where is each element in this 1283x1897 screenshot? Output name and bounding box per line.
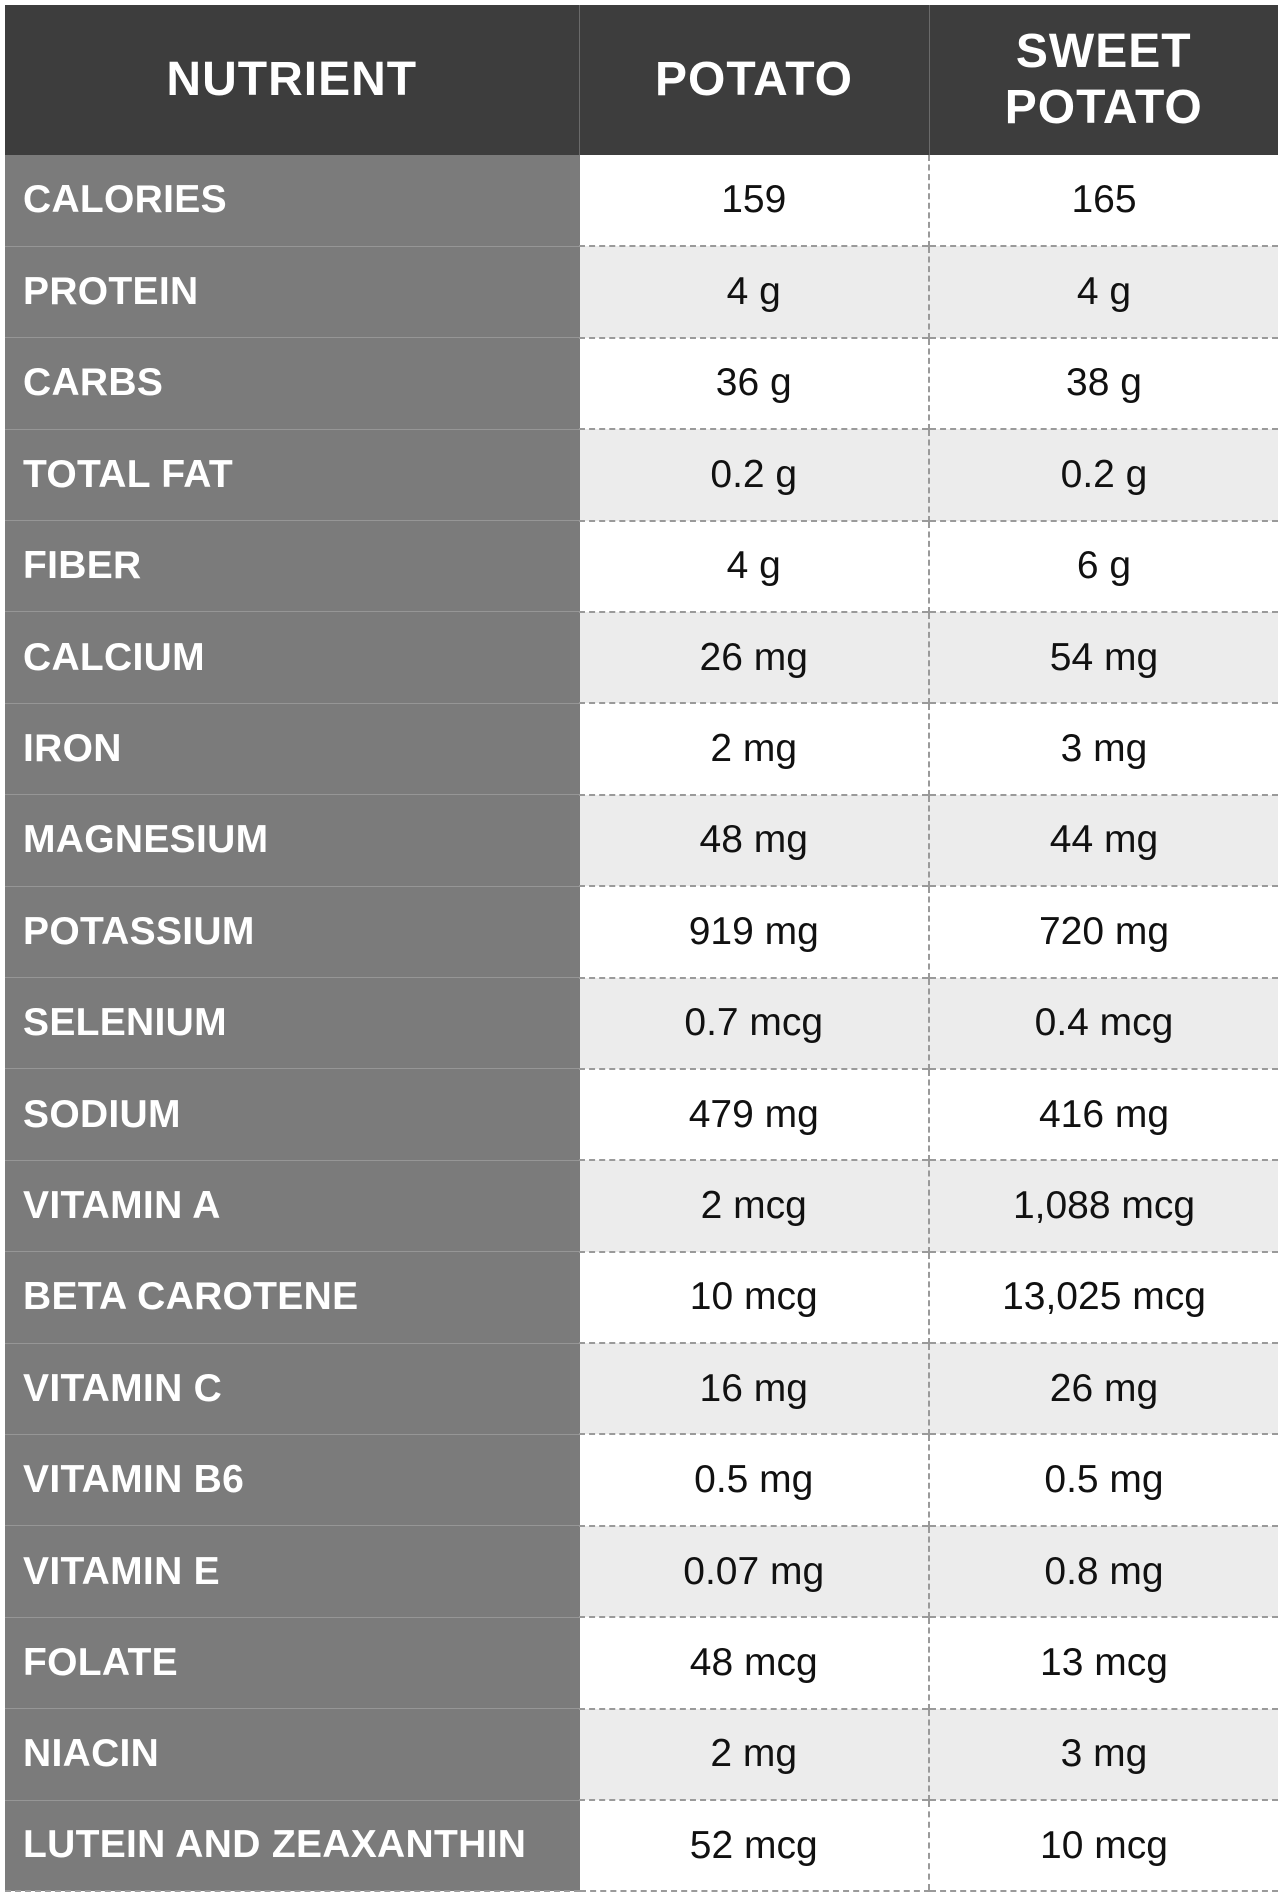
nutrient-cell: CALORIES: [5, 155, 579, 247]
header-nutrient: NUTRIENT: [5, 5, 580, 155]
table-row: POTASSIUM 919 mg 720 mg: [5, 885, 1278, 978]
nutrient-cell: SODIUM: [5, 1068, 579, 1161]
nutrient-cell: VITAMIN A: [5, 1159, 579, 1252]
potato-value-cell: 36 g: [578, 336, 929, 430]
potato-value-cell: 10 mcg: [578, 1250, 929, 1344]
nutrient-cell: TOTAL FAT: [5, 428, 579, 521]
sweet-potato-value-cell: 0.5 mg: [928, 1433, 1278, 1526]
table-row: LUTEIN AND ZEAXANTHIN 52 mcg 10 mcg: [5, 1799, 1278, 1893]
nutrient-cell: NIACIN: [5, 1708, 579, 1801]
potato-value-cell: 26 mg: [578, 610, 929, 704]
potato-value-cell: 16 mg: [578, 1342, 929, 1435]
sweet-potato-value-cell: 54 mg: [928, 610, 1278, 704]
sweet-potato-value-cell: 416 mg: [928, 1067, 1278, 1161]
table-row: BETA CAROTENE 10 mcg 13,025 mcg: [5, 1250, 1278, 1344]
sweet-potato-value-cell: 4 g: [928, 245, 1278, 338]
potato-value-cell: 0.2 g: [578, 428, 929, 521]
potato-value-cell: 4 g: [578, 245, 929, 338]
nutrient-cell: VITAMIN E: [5, 1525, 579, 1618]
sweet-potato-value-cell: 3 mg: [928, 1707, 1278, 1801]
header-potato: POTATO: [579, 5, 930, 155]
potato-value-cell: 2 mg: [578, 1707, 929, 1801]
nutrient-cell: POTASSIUM: [5, 885, 579, 978]
sweet-potato-value-cell: 1,088 mcg: [928, 1159, 1278, 1252]
nutrient-cell: LUTEIN AND ZEAXANTHIN: [5, 1799, 579, 1893]
potato-value-cell: 479 mg: [578, 1067, 929, 1161]
nutrient-cell: FIBER: [5, 520, 579, 612]
sweet-potato-value-cell: 165: [928, 155, 1278, 247]
nutrition-comparison-table: NUTRIENT POTATO SWEET POTATO CALORIES 159…: [5, 5, 1278, 1893]
nutrient-cell: BETA CAROTENE: [5, 1251, 579, 1344]
table-row: VITAMIN C 16 mg 26 mg: [5, 1342, 1278, 1435]
table-row: IRON 2 mg 3 mg: [5, 702, 1278, 795]
table-row: TOTAL FAT 0.2 g 0.2 g: [5, 428, 1278, 521]
table-row: FOLATE 48 mcg 13 mcg: [5, 1616, 1278, 1709]
nutrient-cell: VITAMIN B6: [5, 1433, 579, 1526]
potato-value-cell: 52 mcg: [578, 1799, 929, 1893]
table-row: MAGNESIUM 48 mg 44 mg: [5, 793, 1278, 887]
sweet-potato-value-cell: 6 g: [928, 519, 1278, 612]
sweet-potato-value-cell: 13 mcg: [928, 1616, 1278, 1709]
nutrient-cell: CALCIUM: [5, 611, 579, 704]
potato-value-cell: 48 mcg: [578, 1616, 929, 1709]
potato-value-cell: 919 mg: [578, 885, 929, 978]
nutrient-cell: VITAMIN C: [5, 1342, 579, 1435]
sweet-potato-value-cell: 3 mg: [928, 702, 1278, 795]
table-row: NIACIN 2 mg 3 mg: [5, 1707, 1278, 1801]
sweet-potato-value-cell: 0.4 mcg: [928, 976, 1278, 1069]
sweet-potato-value-cell: 26 mg: [928, 1342, 1278, 1435]
table-row: CALCIUM 26 mg 54 mg: [5, 610, 1278, 704]
nutrient-cell: FOLATE: [5, 1616, 579, 1709]
sweet-potato-value-cell: 720 mg: [928, 885, 1278, 978]
table-row: SELENIUM 0.7 mcg 0.4 mcg: [5, 976, 1278, 1069]
table-row: VITAMIN B6 0.5 mg 0.5 mg: [5, 1433, 1278, 1526]
nutrient-cell: CARBS: [5, 337, 579, 430]
sweet-potato-value-cell: 0.8 mg: [928, 1524, 1278, 1618]
sweet-potato-value-cell: 13,025 mcg: [928, 1250, 1278, 1344]
nutrient-cell: SELENIUM: [5, 977, 579, 1069]
table-row: SODIUM 479 mg 416 mg: [5, 1067, 1278, 1161]
header-sweet-potato: SWEET POTATO: [929, 5, 1278, 155]
nutrient-cell: IRON: [5, 702, 579, 795]
potato-value-cell: 2 mcg: [578, 1159, 929, 1252]
table-row: VITAMIN E 0.07 mg 0.8 mg: [5, 1524, 1278, 1618]
potato-value-cell: 48 mg: [578, 793, 929, 887]
potato-value-cell: 159: [578, 155, 929, 247]
potato-value-cell: 0.07 mg: [578, 1524, 929, 1618]
header-row: NUTRIENT POTATO SWEET POTATO: [5, 5, 1278, 155]
sweet-potato-value-cell: 0.2 g: [928, 428, 1278, 521]
sweet-potato-value-cell: 44 mg: [928, 793, 1278, 887]
potato-value-cell: 0.7 mcg: [578, 976, 929, 1069]
table-row: CARBS 36 g 38 g: [5, 336, 1278, 430]
nutrient-cell: MAGNESIUM: [5, 794, 579, 887]
sweet-potato-value-cell: 10 mcg: [928, 1799, 1278, 1893]
sweet-potato-value-cell: 38 g: [928, 336, 1278, 430]
potato-value-cell: 4 g: [578, 519, 929, 612]
potato-value-cell: 2 mg: [578, 702, 929, 795]
table-row: CALORIES 159 165: [5, 155, 1278, 247]
potato-value-cell: 0.5 mg: [578, 1433, 929, 1526]
nutrient-cell: PROTEIN: [5, 245, 579, 338]
